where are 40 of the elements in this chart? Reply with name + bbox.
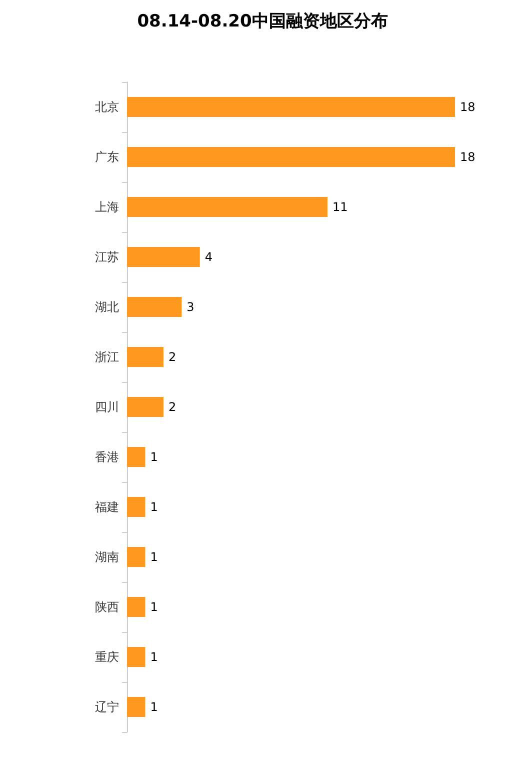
data-label: 18 [460, 100, 476, 114]
data-label: 18 [460, 150, 476, 164]
y-tick-label: 江苏 [95, 250, 119, 264]
bar [127, 547, 146, 567]
y-tick-label: 湖北 [95, 300, 119, 314]
y-tick-label: 陕西 [95, 600, 119, 614]
bar [127, 447, 146, 467]
chart-title: 08.14-08.20中国融资地区分布 [137, 12, 388, 32]
y-tick-label: 香港 [95, 450, 119, 464]
data-label: 1 [150, 500, 158, 514]
data-label: 1 [150, 450, 158, 464]
data-label: 2 [168, 400, 176, 414]
y-tick-label: 上海 [95, 200, 119, 214]
y-tick-label: 北京 [95, 100, 119, 114]
y-tick-label: 辽宁 [95, 700, 119, 714]
bar [127, 697, 146, 717]
y-tick-label: 广东 [95, 150, 119, 164]
y-tick-label: 福建 [95, 500, 119, 514]
bar [127, 297, 182, 317]
data-label: 3 [186, 300, 194, 314]
y-tick-label: 浙江 [95, 350, 119, 364]
y-tick-label: 湖南 [95, 550, 119, 564]
bar [127, 147, 455, 167]
data-label: 1 [150, 550, 158, 564]
bar [127, 197, 328, 217]
data-label: 1 [150, 700, 158, 714]
bar [127, 247, 200, 267]
y-tick-label: 重庆 [95, 650, 119, 664]
bar [127, 347, 164, 367]
data-label: 4 [204, 250, 213, 264]
data-label: 1 [150, 600, 158, 614]
data-label: 2 [168, 350, 176, 364]
bar [127, 397, 164, 417]
bar [127, 97, 455, 117]
bar [127, 647, 146, 667]
bar [127, 497, 146, 517]
data-label: 1 [150, 650, 158, 664]
y-tick-label: 四川 [95, 400, 119, 414]
bar [127, 597, 146, 617]
data-label: 11 [332, 200, 348, 214]
